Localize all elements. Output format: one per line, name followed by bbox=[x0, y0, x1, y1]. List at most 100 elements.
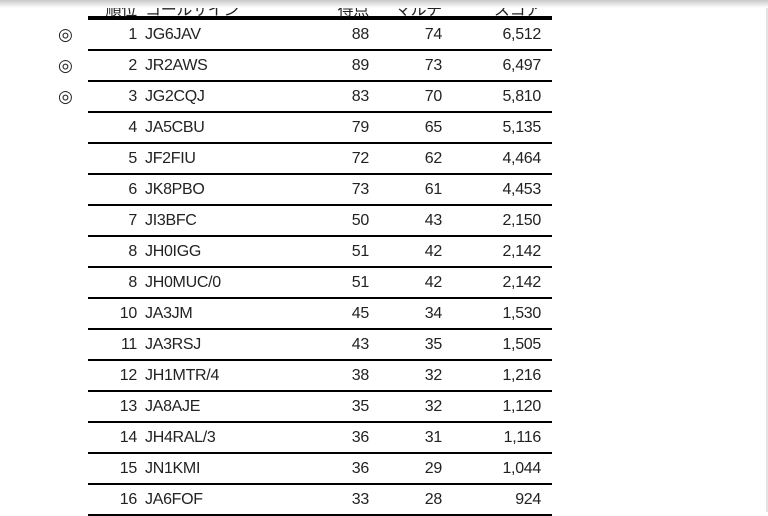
points-cell: 79 bbox=[351, 118, 370, 136]
table-row: ◎ 3 JG2CQJ 83 70 5,810 bbox=[58, 82, 552, 113]
points-cell: 83 bbox=[351, 87, 370, 105]
multi-cell: 73 bbox=[424, 56, 443, 74]
points-cell: 73 bbox=[351, 180, 370, 198]
callsign-cell: JK8PBO bbox=[145, 180, 205, 198]
score-cell: 1,505 bbox=[502, 335, 541, 353]
callsign-cell: JI3BFC bbox=[145, 211, 197, 229]
points-cell: 36 bbox=[351, 459, 370, 477]
rank-cell: 4 bbox=[128, 118, 137, 136]
points-cell: 36 bbox=[351, 428, 370, 446]
rank-cell: 16 bbox=[119, 490, 138, 508]
rank-cell: 10 bbox=[119, 304, 138, 322]
table-row: ◎ 2 JR2AWS 89 73 6,497 bbox=[58, 51, 552, 82]
multi-cell: 43 bbox=[424, 211, 443, 229]
multi-cell: 42 bbox=[424, 242, 443, 260]
score-cell: 5,135 bbox=[502, 118, 541, 136]
table-row: 14 JH4RAL/3 36 31 1,116 bbox=[88, 423, 552, 454]
table-row: 16 JA6FOF 33 28 924 bbox=[88, 485, 552, 516]
points-cell: 38 bbox=[351, 366, 370, 384]
score-cell: 1,530 bbox=[502, 304, 541, 322]
table-row: 15 JN1KMI 36 29 1,044 bbox=[88, 454, 552, 485]
rank-cell: 13 bbox=[119, 397, 138, 415]
multi-cell: 29 bbox=[424, 459, 443, 477]
points-cell: 88 bbox=[351, 25, 370, 43]
score-cell: 4,464 bbox=[502, 149, 541, 167]
callsign-cell: JA3JM bbox=[145, 304, 193, 322]
rank-cell: 1 bbox=[128, 25, 137, 43]
table-row: 8 JH0IGG 51 42 2,142 bbox=[88, 237, 552, 268]
callsign-cell: JR2AWS bbox=[145, 56, 208, 74]
rank-cell: 8 bbox=[128, 273, 137, 291]
table-row: 4 JA5CBU 79 65 5,135 bbox=[88, 113, 552, 144]
points-cell: 51 bbox=[351, 273, 370, 291]
multi-cell: 28 bbox=[424, 490, 443, 508]
rank-cell: 7 bbox=[128, 211, 137, 229]
callsign-cell: JG2CQJ bbox=[145, 87, 205, 105]
multi-cell: 34 bbox=[424, 304, 443, 322]
score-cell: 1,044 bbox=[502, 459, 541, 477]
callsign-cell: JA8AJE bbox=[145, 397, 201, 415]
multi-cell: 65 bbox=[424, 118, 443, 136]
callsign-cell: JH0MUC/0 bbox=[145, 273, 221, 291]
points-cell: 35 bbox=[351, 397, 370, 415]
multi-cell: 32 bbox=[424, 366, 443, 384]
callsign-cell: JH1MTR/4 bbox=[145, 366, 220, 384]
results-table: 順位 コールサイン 得点 マルチ スコア ◎ 1 JG6JAV 88 74 6,512 ◎ 2… bbox=[58, 0, 552, 516]
score-cell: 1,120 bbox=[502, 397, 541, 415]
table-row: 12 JH1MTR/4 38 32 1,216 bbox=[88, 361, 552, 392]
points-cell: 72 bbox=[351, 149, 370, 167]
points-cell: 45 bbox=[351, 304, 370, 322]
rank-cell: 8 bbox=[128, 242, 137, 260]
callsign-cell: JA5CBU bbox=[145, 118, 205, 136]
table-row: 11 JA3RSJ 43 35 1,505 bbox=[88, 330, 552, 361]
table-row: ◎ 1 JG6JAV 88 74 6,512 bbox=[58, 20, 552, 51]
rank-cell: 12 bbox=[119, 366, 138, 384]
callsign-cell: JH0IGG bbox=[145, 242, 201, 260]
callsign-cell: JH4RAL/3 bbox=[145, 428, 216, 446]
callsign-cell: JA3RSJ bbox=[145, 335, 201, 353]
multi-cell: 70 bbox=[424, 87, 443, 105]
score-cell: 1,116 bbox=[503, 428, 542, 446]
table-row: 5 JF2FIU 72 62 4,464 bbox=[88, 144, 552, 175]
window-top-shadow bbox=[0, 0, 768, 8]
score-cell: 1,216 bbox=[502, 366, 541, 384]
multi-cell: 62 bbox=[424, 149, 443, 167]
table-row: 7 JI3BFC 50 43 2,150 bbox=[88, 206, 552, 237]
rank-cell: 15 bbox=[119, 459, 138, 477]
points-cell: 43 bbox=[351, 335, 370, 353]
table-row: 13 JA8AJE 35 32 1,120 bbox=[88, 392, 552, 423]
score-cell: 2,142 bbox=[502, 242, 541, 260]
score-cell: 6,512 bbox=[502, 25, 541, 43]
score-cell: 5,810 bbox=[502, 87, 541, 105]
multi-cell: 35 bbox=[424, 335, 443, 353]
score-cell: 6,497 bbox=[502, 56, 541, 74]
callsign-cell: JG6JAV bbox=[145, 25, 201, 43]
award-mark: ◎ bbox=[58, 86, 73, 106]
points-cell: 51 bbox=[351, 242, 370, 260]
points-cell: 33 bbox=[351, 490, 370, 508]
score-cell: 2,142 bbox=[502, 273, 541, 291]
multi-cell: 61 bbox=[424, 180, 443, 198]
multi-cell: 74 bbox=[424, 25, 443, 43]
award-mark: ◎ bbox=[58, 55, 73, 75]
rank-cell: 2 bbox=[128, 56, 137, 74]
rank-cell: 5 bbox=[128, 149, 137, 167]
table-row: 6 JK8PBO 73 61 4,453 bbox=[88, 175, 552, 206]
multi-cell: 31 bbox=[424, 428, 443, 446]
page-right-edge bbox=[766, 0, 768, 512]
callsign-cell: JF2FIU bbox=[145, 149, 196, 167]
score-cell: 2,150 bbox=[502, 211, 541, 229]
callsign-cell: JA6FOF bbox=[145, 490, 203, 508]
points-cell: 50 bbox=[351, 211, 370, 229]
rank-cell: 3 bbox=[128, 87, 137, 105]
table-row: 8 JH0MUC/0 51 42 2,142 bbox=[88, 268, 552, 299]
table-row: 10 JA3JM 45 34 1,530 bbox=[88, 299, 552, 330]
score-cell: 4,453 bbox=[502, 180, 541, 198]
award-mark: ◎ bbox=[58, 24, 73, 44]
multi-cell: 42 bbox=[424, 273, 443, 291]
score-cell: 924 bbox=[515, 490, 541, 508]
multi-cell: 32 bbox=[424, 397, 443, 415]
rank-cell: 6 bbox=[128, 180, 137, 198]
rank-cell: 11 bbox=[120, 335, 137, 353]
points-cell: 89 bbox=[351, 56, 370, 74]
